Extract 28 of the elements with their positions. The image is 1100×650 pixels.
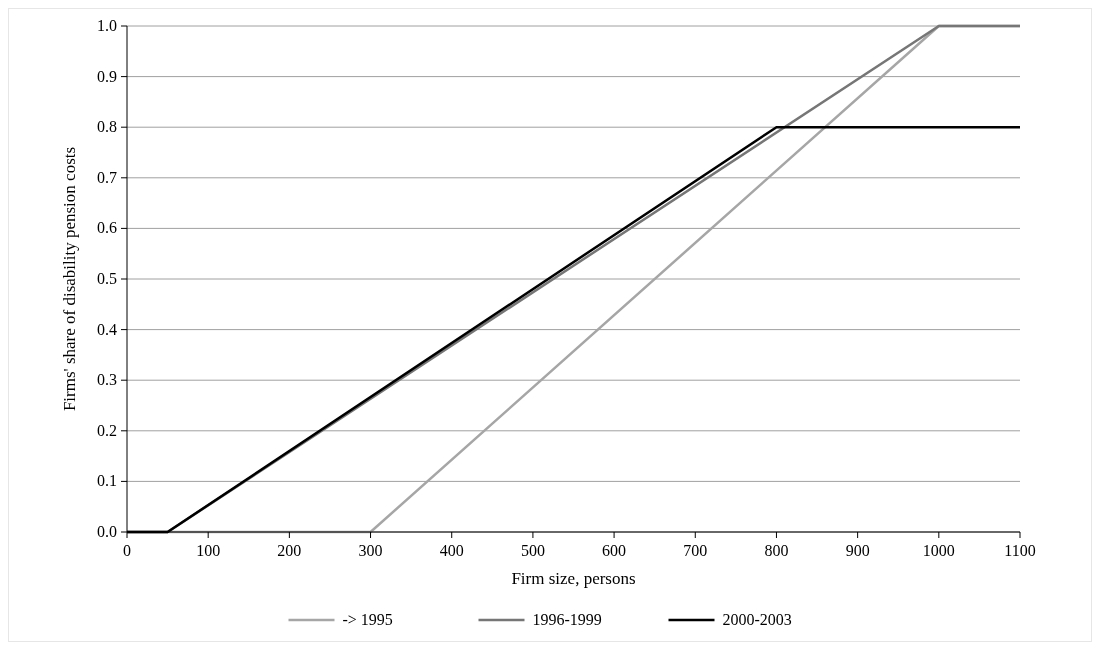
legend-label: -> 1995 — [342, 611, 393, 628]
x-tick-label: 500 — [520, 542, 545, 559]
x-tick-label: 1100 — [1004, 542, 1036, 559]
x-tick-label: 600 — [602, 542, 627, 559]
y-tick-label: 0.5 — [97, 270, 117, 287]
x-tick-label: 200 — [277, 542, 302, 559]
y-tick-label: 0.6 — [97, 219, 117, 237]
y-tick-label: 1.0 — [97, 17, 117, 34]
x-tick-label: 900 — [845, 542, 870, 559]
y-tick-label: 0.1 — [97, 472, 117, 490]
y-tick-label: 0.4 — [97, 320, 117, 338]
y-tick-label: 0.0 — [97, 523, 117, 540]
x-axis-title: Firm size, persons — [511, 569, 636, 588]
x-tick-label: 700 — [683, 542, 708, 559]
x-tick-label: 300 — [358, 542, 383, 559]
x-tick-label: 400 — [439, 542, 464, 559]
y-tick-label: 0.7 — [97, 168, 117, 186]
legend-label: 2000-2003 — [722, 611, 792, 628]
x-tick-label: 100 — [196, 542, 221, 559]
legend-label: 1996-1999 — [532, 611, 602, 628]
y-tick-label: 0.2 — [97, 421, 117, 439]
y-tick-label: 0.3 — [97, 371, 117, 389]
x-tick-label: 0 — [123, 542, 131, 559]
y-tick-label: 0.8 — [97, 118, 117, 136]
y-axis-title: Firms' share of disability pension costs — [60, 146, 79, 412]
x-tick-label: 1000 — [922, 542, 955, 559]
x-tick-label: 800 — [764, 542, 789, 559]
y-tick-label: 0.9 — [97, 67, 117, 85]
